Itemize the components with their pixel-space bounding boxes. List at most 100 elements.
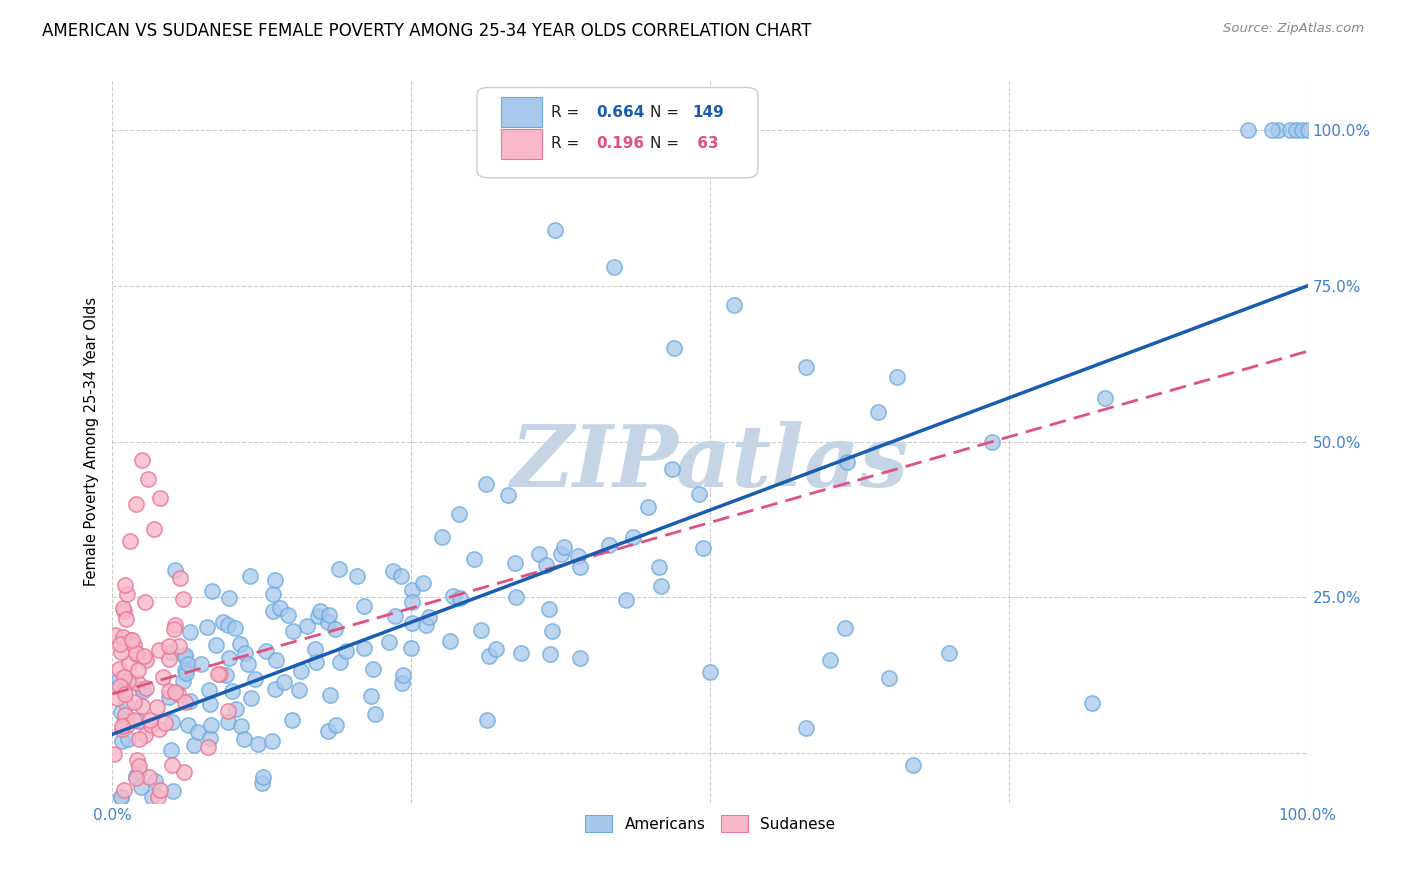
Point [569, 650, 592, 665]
Point [114, 708, 136, 723]
Point [114, 687, 136, 701]
Point [353, 599, 375, 614]
Point [139, 718, 162, 732]
Point [692, 541, 714, 556]
Point [209, 667, 232, 681]
Point [879, 671, 901, 685]
Point [903, 758, 925, 772]
Point [127, 753, 149, 767]
Point [114, 578, 136, 592]
Point [127, 663, 149, 677]
Point [117, 657, 139, 671]
Point [543, 223, 565, 237]
Point [153, 716, 176, 731]
Point [288, 682, 311, 697]
Point [252, 776, 274, 790]
Point [111, 719, 134, 733]
Point [439, 633, 461, 648]
Point [648, 560, 671, 574]
Point [120, 534, 142, 549]
Point [149, 491, 172, 505]
Point [215, 668, 238, 682]
Point [794, 721, 817, 735]
Point [263, 682, 285, 697]
Point [262, 587, 284, 601]
Point [169, 571, 191, 585]
Point [114, 783, 135, 797]
Point [401, 595, 423, 609]
Point [353, 641, 375, 656]
Point [361, 661, 384, 675]
Point [325, 717, 347, 731]
Point [614, 592, 637, 607]
Point [449, 591, 471, 606]
Point [183, 738, 205, 752]
Point [567, 549, 589, 563]
Point [229, 636, 252, 650]
Point [125, 771, 148, 785]
FancyBboxPatch shape [501, 97, 541, 128]
Point [110, 789, 132, 804]
Point [723, 297, 745, 311]
Point [505, 557, 527, 571]
Point [149, 783, 172, 797]
Point [335, 644, 357, 658]
Point [538, 647, 561, 661]
Point [794, 359, 817, 374]
Point [217, 714, 239, 729]
Text: 0.664: 0.664 [596, 104, 645, 120]
Point [179, 694, 201, 708]
Point [529, 547, 551, 561]
Point [225, 702, 247, 716]
Point [430, 531, 453, 545]
Point [307, 609, 329, 624]
Point [699, 665, 721, 679]
Point [131, 681, 153, 696]
Point [478, 649, 501, 664]
Y-axis label: Female Poverty Among 25-34 Year Olds: Female Poverty Among 25-34 Year Olds [84, 297, 100, 586]
Point [200, 583, 222, 598]
Point [124, 713, 146, 727]
Point [174, 663, 197, 677]
Point [177, 717, 200, 731]
Point [111, 631, 134, 645]
Point [177, 657, 200, 672]
Point [221, 683, 243, 698]
Point [534, 558, 557, 573]
Point [441, 589, 464, 603]
Point [360, 689, 382, 703]
Point [139, 714, 162, 728]
Point [117, 731, 139, 746]
Point [650, 579, 672, 593]
Text: N =: N = [651, 104, 685, 120]
Point [162, 784, 184, 798]
Point [260, 733, 283, 747]
Point [163, 563, 186, 577]
Point [138, 770, 160, 784]
Point [316, 724, 339, 739]
Point [110, 645, 132, 659]
Point [145, 774, 167, 789]
Point [661, 461, 683, 475]
Point [1094, 391, 1116, 405]
Point [110, 789, 132, 804]
Point [131, 453, 153, 467]
Point [172, 674, 194, 689]
Point [621, 530, 644, 544]
Point [218, 651, 240, 665]
Point [115, 718, 138, 732]
Point [207, 667, 229, 681]
Point [217, 704, 239, 718]
Point [205, 638, 228, 652]
Point [148, 643, 170, 657]
Point [157, 639, 180, 653]
Text: R =: R = [551, 136, 585, 152]
Point [157, 652, 180, 666]
Point [197, 739, 219, 754]
Text: Source: ZipAtlas.com: Source: ZipAtlas.com [1223, 22, 1364, 36]
Point [111, 722, 134, 736]
Point [637, 500, 659, 515]
Text: 0.196: 0.196 [596, 136, 644, 152]
Point [509, 646, 531, 660]
Point [264, 653, 287, 667]
